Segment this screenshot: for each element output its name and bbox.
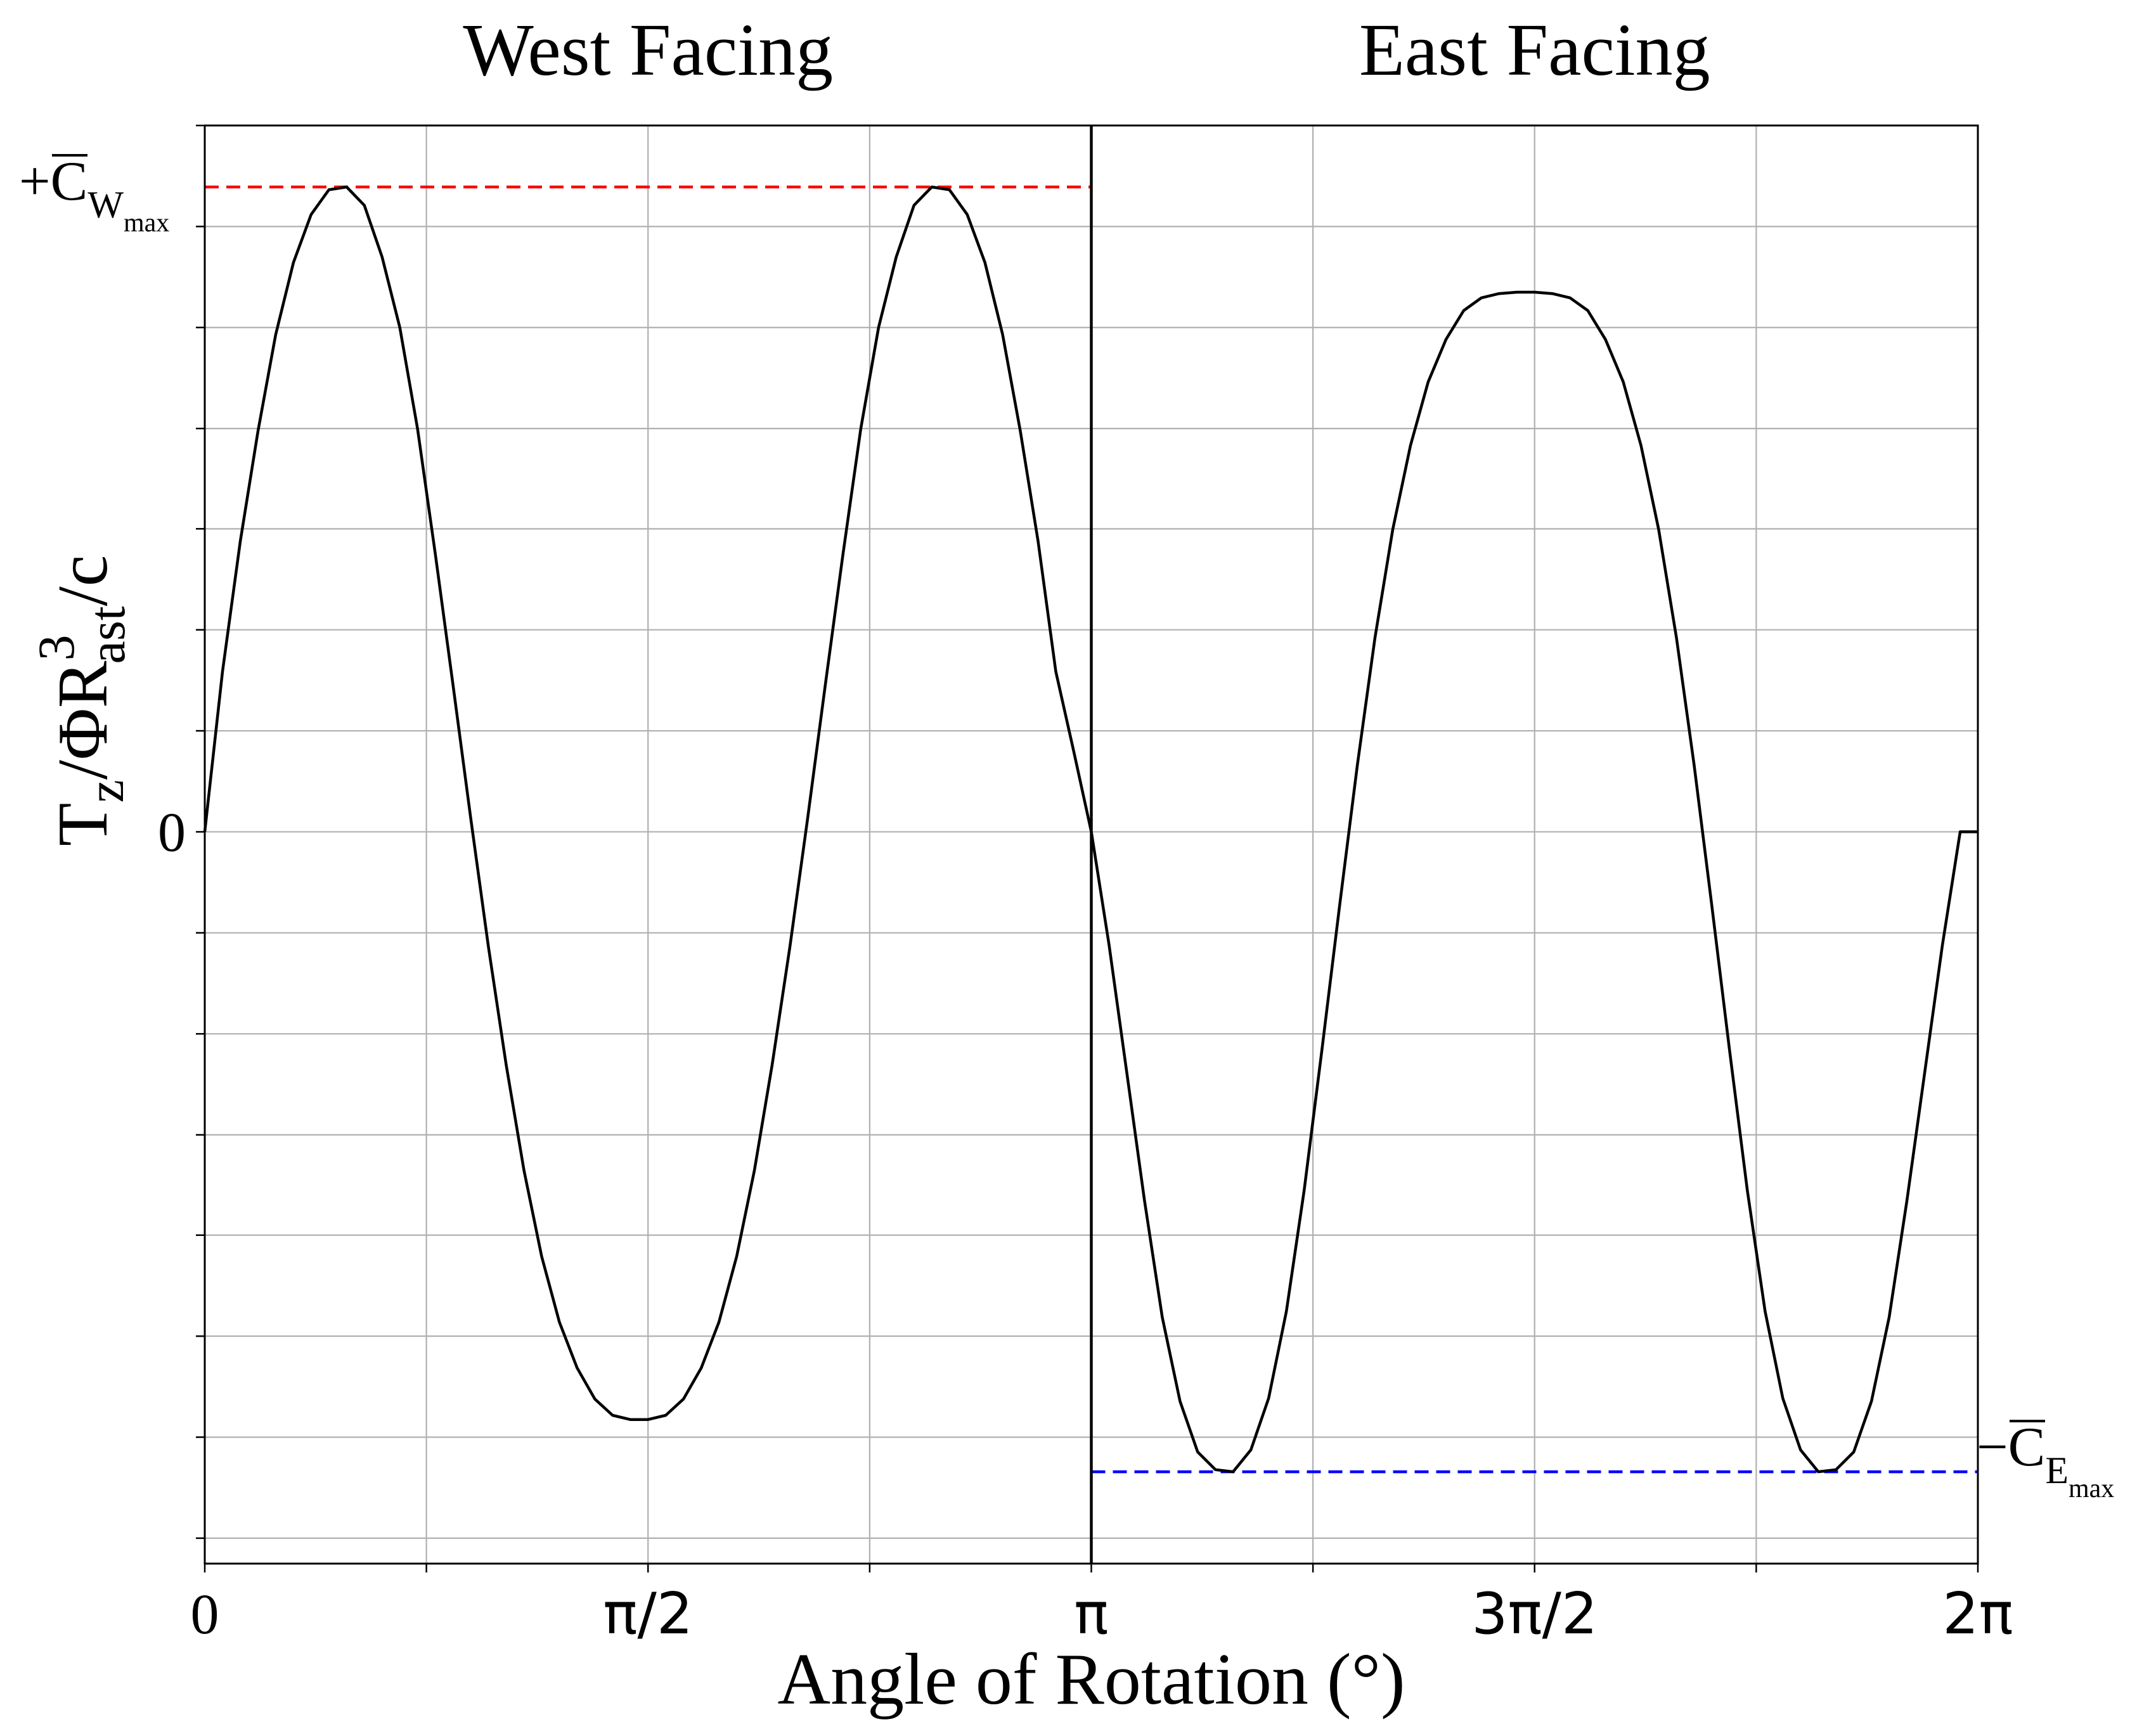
y-label-sub-z: z — [77, 780, 134, 802]
y-label-mid: /ΦR — [44, 660, 122, 780]
y-label-base: T — [44, 803, 122, 846]
west-max-label: +CWmax — [19, 151, 169, 238]
x-tick-label: π/2 — [603, 1581, 693, 1647]
x-tick-label: 3π/2 — [1471, 1581, 1598, 1647]
east-max-label: −CEmax — [1977, 1417, 2114, 1503]
x-tick-label: π — [1074, 1581, 1108, 1647]
ticks: 0 π/2 π 3π/2 2π 0 — [158, 124, 2013, 1647]
y-label-sub-ast: ast — [78, 606, 136, 664]
y-tick-label: 0 — [158, 802, 186, 863]
panel-title-west: West Facing — [463, 8, 833, 91]
y-label-sup: 3 — [27, 634, 85, 660]
x-tick-label: 2π — [1942, 1581, 2013, 1647]
y-label-tail: /c — [44, 555, 122, 607]
reference-lines: +CWmax −CEmax — [19, 151, 2114, 1503]
x-tick-label: 0 — [191, 1583, 219, 1646]
y-axis-label: Tz/ΦR3ast/c — [27, 555, 136, 846]
panel-title-east: East Facing — [1359, 8, 1710, 91]
x-axis-label: Angle of Rotation (°) — [777, 1639, 1405, 1720]
